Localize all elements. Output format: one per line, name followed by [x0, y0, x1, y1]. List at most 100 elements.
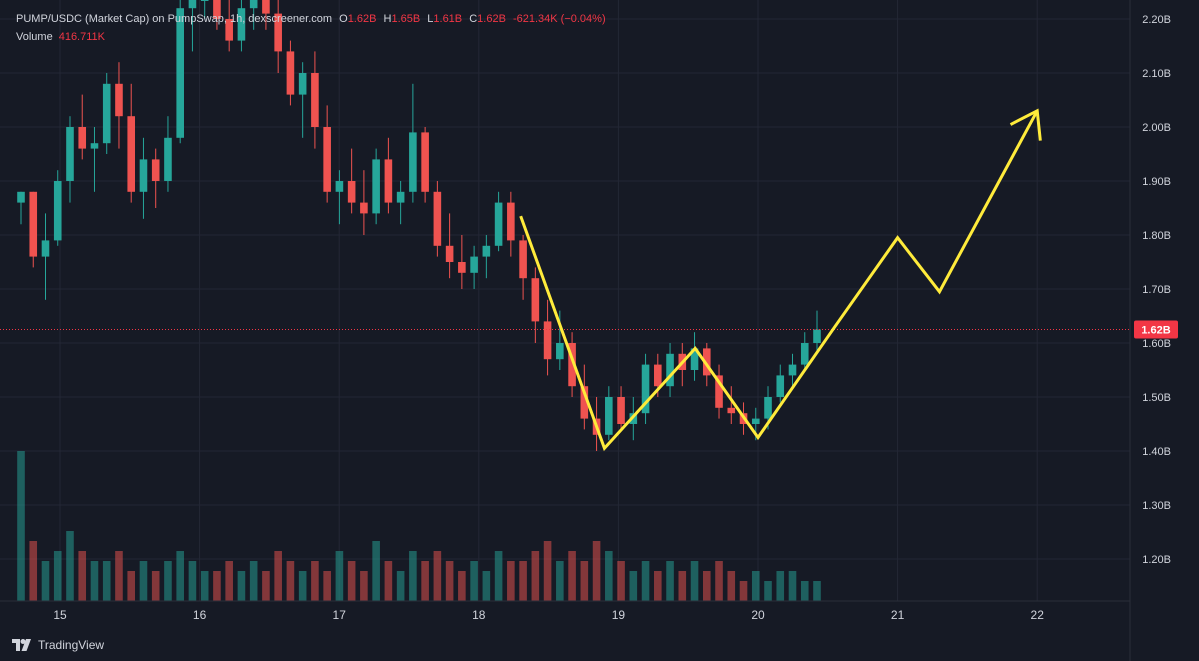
volume-bar: [176, 551, 184, 601]
price-tick-label: 1.80B: [1142, 230, 1171, 242]
volume-bar: [286, 561, 295, 601]
candle-body: [433, 191, 442, 246]
volume-bar: [396, 571, 405, 601]
change-value: -621.34K (−0.04%): [512, 13, 606, 25]
volume-bar: [727, 571, 736, 601]
candle-body: [727, 407, 736, 414]
price-tick-label: 1.50B: [1142, 392, 1171, 404]
price-tick-label: 1.40B: [1142, 446, 1171, 458]
volume-bar: [433, 551, 442, 601]
price-tick-label: 1.20B: [1142, 554, 1171, 566]
tradingview-logo[interactable]: TradingView: [12, 638, 104, 652]
time-tick-label: 18: [472, 608, 486, 622]
volume-bar: [605, 551, 613, 601]
candle-body: [470, 256, 478, 273]
volume-bar: [629, 571, 638, 601]
volume-bar: [188, 561, 197, 601]
volume-bar: [678, 571, 687, 601]
time-tick-label: 22: [1031, 608, 1045, 622]
candle-body: [617, 397, 625, 424]
candle-body: [225, 19, 233, 41]
volume-bar: [788, 571, 797, 601]
candle-body: [482, 245, 491, 257]
time-axis[interactable]: 15 16 17 18 19 20 21 22: [53, 608, 1044, 622]
candle-body: [90, 143, 99, 149]
time-tick-label: 19: [612, 608, 626, 622]
candle-body: [41, 240, 50, 257]
candle-body: [78, 127, 87, 149]
volume-bar: [690, 561, 699, 601]
volume-bar: [311, 561, 319, 601]
volume-bar: [78, 551, 87, 601]
candle-body: [715, 375, 723, 408]
volume-bar: [200, 571, 209, 601]
volume-bar: [666, 561, 674, 601]
volume-bar: [702, 571, 711, 601]
candle-body: [347, 181, 356, 203]
drawn-path-line[interactable]: [519, 110, 1039, 452]
price-tick-label: 1.60B: [1142, 338, 1171, 350]
candle-body: [151, 159, 160, 181]
volume-bar: [151, 571, 160, 601]
candle-body: [200, 0, 209, 1]
open-value: 1.62B: [347, 13, 377, 25]
volume-bar: [470, 561, 478, 601]
volume-bar: [115, 551, 123, 601]
candle-body: [543, 321, 552, 360]
close-value: 1.62B: [477, 13, 506, 25]
volume-bar: [580, 561, 589, 601]
volume-bar: [751, 571, 760, 601]
candle-body: [188, 0, 197, 9]
candle-body: [360, 202, 368, 214]
volume-label: Volume: [16, 31, 53, 43]
volume-bar: [507, 561, 515, 601]
candle-body: [788, 364, 797, 376]
volume-bar: [53, 551, 62, 601]
high-label: H: [383, 13, 392, 25]
volume-bar: [617, 561, 625, 601]
candle-body: [800, 343, 809, 365]
volume-bar: [409, 551, 417, 601]
candle-body: [372, 159, 380, 214]
candle-body: [102, 83, 111, 144]
candle-body: [654, 364, 662, 387]
grid: [0, 0, 1130, 601]
volume-bar: [360, 571, 368, 601]
volume-bar: [568, 551, 576, 601]
candle-body: [53, 181, 62, 241]
volume-bar: [556, 561, 564, 601]
candle-body: [164, 137, 172, 181]
volume-bar: [237, 571, 246, 601]
volume-bar: [127, 571, 136, 601]
volume-bar: [66, 531, 74, 601]
candle-body: [249, 0, 258, 9]
volume-bar: [519, 561, 527, 601]
candle-body: [323, 127, 331, 192]
price-tick-label: 2.20B: [1142, 14, 1171, 26]
volume-bar: [764, 581, 772, 601]
candle-body: [115, 83, 123, 117]
volume-bar: [323, 571, 331, 601]
candle-body: [335, 181, 344, 192]
symbol-title[interactable]: PUMP/USDC (Market Cap) on PumpSwap, 1h, …: [16, 13, 333, 25]
price-axis[interactable]: 2.20B 2.10B 2.00B 1.90B 1.80B 1.70B 1.60B 1.50B…: [1142, 14, 1171, 566]
price-tick-label: 1.90B: [1142, 176, 1171, 188]
volume-bar: [335, 551, 344, 601]
volume-bar: [458, 571, 466, 601]
candle-body: [690, 348, 699, 370]
volume-bar: [102, 561, 111, 601]
volume-bar: [482, 571, 491, 601]
candle-body: [274, 13, 282, 52]
time-tick-label: 16: [193, 608, 207, 622]
volume-value: 416.711K: [58, 31, 105, 43]
volume-bar: [421, 561, 429, 601]
volume-bar: [800, 581, 809, 601]
candle-body: [127, 116, 136, 192]
volume-bar: [494, 551, 503, 601]
candle-body: [176, 8, 184, 138]
volume-bar: [29, 541, 38, 601]
candle-body: [311, 73, 319, 127]
chart-legend: PUMP/USDC (Market Cap) on PumpSwap, 1h, …: [16, 13, 606, 25]
time-tick-label: 21: [891, 608, 905, 622]
